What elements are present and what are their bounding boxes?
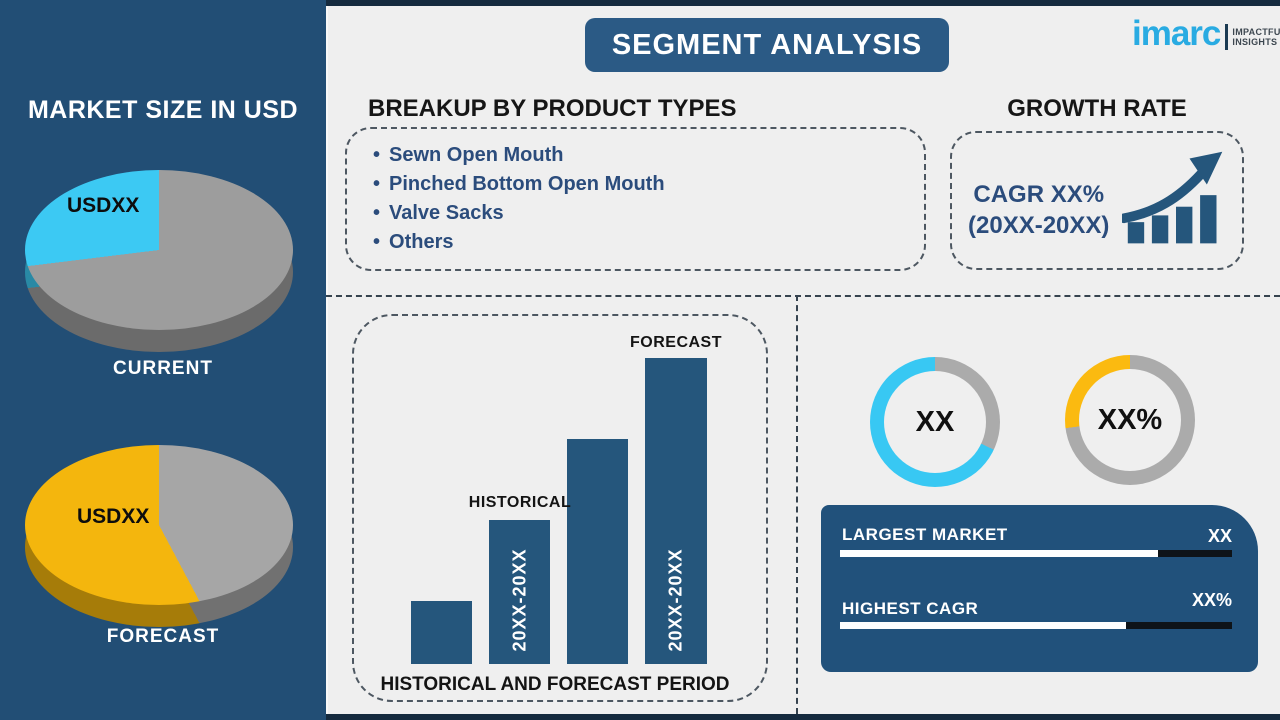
period-bar-chart xyxy=(411,358,707,664)
top-accent-strip xyxy=(326,0,1280,6)
highest-cagr-label: HIGHEST CAGR xyxy=(842,599,979,618)
forecast-market-pie-chart: USDXX xyxy=(25,445,293,630)
bar-forecast xyxy=(645,358,707,664)
vertical-dashed-divider xyxy=(796,295,798,714)
page-title: SEGMENT ANALYSIS xyxy=(585,18,949,72)
period-chart-caption: HISTORICAL AND FORECAST PERIOD xyxy=(380,674,730,695)
cagr-line2: (20XX-20XX) xyxy=(968,212,1110,239)
highest-cagr-progress xyxy=(840,622,1232,629)
bar xyxy=(411,601,472,664)
progress-fill xyxy=(840,550,1158,557)
bottom-accent-strip xyxy=(326,714,1280,720)
largest-market-label: LARGEST MARKET xyxy=(842,525,1008,544)
product-types-list: Sewn Open Mouth Pinched Bottom Open Mout… xyxy=(347,129,924,257)
largest-market-donut: XX xyxy=(870,357,1000,487)
logo-divider xyxy=(1225,24,1229,50)
growth-rate-box: CAGR XX% (20XX-20XX) xyxy=(950,131,1244,270)
imarc-logo: imarc IMPACTFUL INSIGHTS xyxy=(1132,14,1280,54)
period-chart-box xyxy=(352,314,768,702)
stats-box: LARGEST MARKET XX HIGHEST CAGR XX% xyxy=(821,505,1258,672)
forecast-pie-caption: FORECAST xyxy=(106,626,220,647)
current-pie-caption: CURRENT xyxy=(113,358,213,379)
progress-fill xyxy=(840,622,1127,629)
list-item: Sewn Open Mouth xyxy=(373,141,924,170)
historical-label: HISTORICAL xyxy=(468,494,572,511)
logo-tagline-line2: INSIGHTS xyxy=(1232,37,1278,47)
pie-top-face xyxy=(25,445,293,605)
highest-cagr-donut: XX% xyxy=(1065,355,1195,485)
list-item: Valve Sacks xyxy=(373,199,924,228)
cagr-text: CAGR XX% (20XX-20XX) xyxy=(968,179,1109,241)
list-item: Others xyxy=(373,228,924,257)
breakup-heading: BREAKUP BY PRODUCT TYPES xyxy=(368,95,737,122)
current-pie-value-label: USDXX xyxy=(67,194,140,217)
forecast-pie-value-label: USDXX xyxy=(77,505,150,528)
forecast-range-label: 20XX-20XX xyxy=(665,548,686,652)
growth-rate-heading: GROWTH RATE xyxy=(1007,95,1187,122)
historical-range-label: 20XX-20XX xyxy=(509,548,530,652)
donut-center-label: XX% xyxy=(1097,403,1163,436)
highest-cagr-value: XX% xyxy=(1191,590,1232,610)
breakup-box: Sewn Open Mouth Pinched Bottom Open Mout… xyxy=(345,127,926,271)
forecast-label: FORECAST xyxy=(630,334,722,351)
bar-historical xyxy=(488,520,550,664)
donut-center-label: XX xyxy=(915,405,955,438)
logo-tagline: IMPACTFUL INSIGHTS xyxy=(1232,27,1280,47)
current-market-pie-chart: USDXX xyxy=(25,170,293,355)
horizontal-dashed-divider xyxy=(326,295,1280,297)
largest-market-value: XX xyxy=(1207,526,1232,546)
imarc-wordmark: imarc xyxy=(1132,14,1221,53)
bar xyxy=(566,439,629,664)
largest-market-progress xyxy=(840,550,1232,557)
growth-chart-icon xyxy=(1122,151,1223,244)
list-item: Pinched Bottom Open Mouth xyxy=(373,170,924,199)
logo-tagline-line1: IMPACTFUL xyxy=(1232,27,1280,37)
sidebar-title: MARKET SIZE IN USD xyxy=(27,96,299,124)
pie-top-face xyxy=(25,170,293,330)
market-size-sidebar: MARKET SIZE IN USD USDXX CURRENT USDXX F… xyxy=(0,0,326,720)
cagr-line1: CAGR XX% xyxy=(973,181,1105,208)
